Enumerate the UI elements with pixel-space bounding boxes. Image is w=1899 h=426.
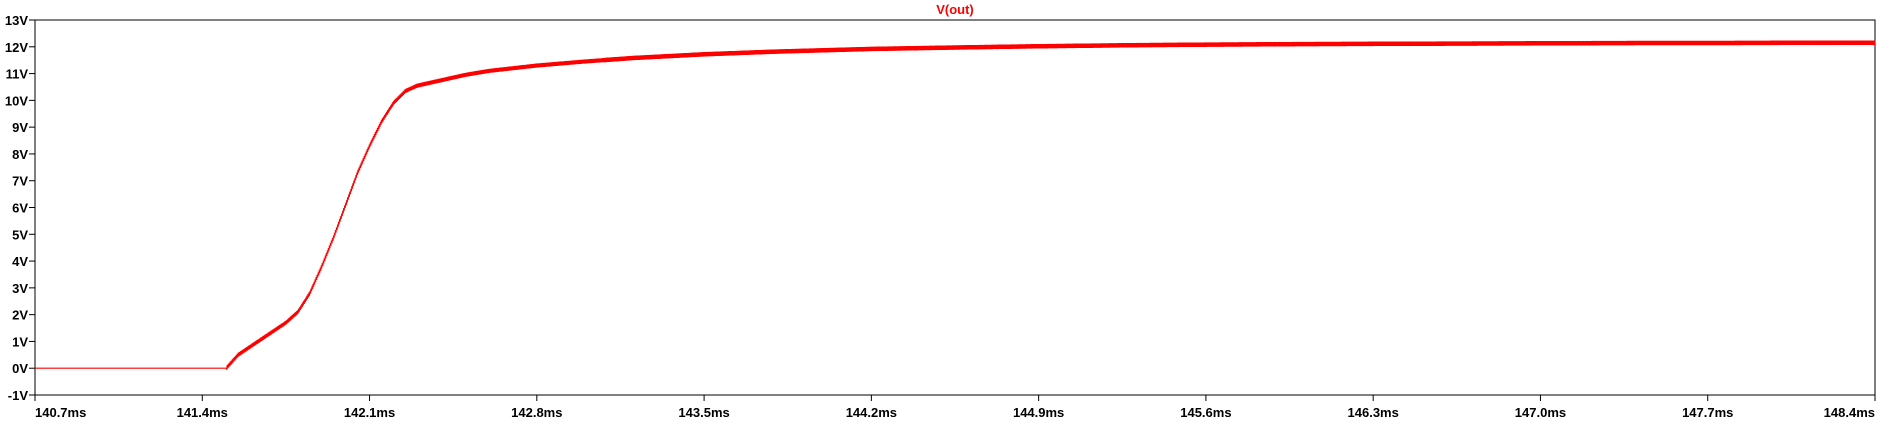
y-axis-ticks: -1V 0V 1V 2V 3V 4V 5V 6V 7V 8V 9V 10V 11V 12V 13V [5,13,35,403]
x-tick-label: 141.4ms [177,405,228,420]
y-tick-label: -1V [8,388,29,403]
y-tick-label: 0V [12,361,28,376]
y-tick-label: 13V [5,13,28,28]
legend-entry-vout[interactable]: V(out) [936,2,974,17]
x-axis-ticks: 140.7ms 141.4ms 142.1ms 142.8ms 143.5ms 144.2… [34,395,1876,420]
x-tick-label: 146.3ms [1348,405,1399,420]
x-tick-label: 144.2ms [846,405,897,420]
y-tick-label: 5V [12,227,28,242]
y-tick-label: 6V [12,201,28,216]
y-tick-label: 4V [12,254,28,269]
x-tick-label: 143.5ms [678,405,729,420]
y-tick-label: 8V [12,147,28,162]
x-tick-label: 140.7ms [35,405,86,420]
x-tick-label: 142.8ms [511,405,562,420]
y-tick-label: 7V [12,174,28,189]
y-tick-label: 1V [12,334,28,349]
x-tick-label: 142.1ms [344,405,395,420]
y-tick-label: 9V [12,120,28,135]
y-tick-label: 11V [6,67,29,82]
x-tick-label: 145.6ms [1180,405,1231,420]
x-tick-label: 148.4ms [1824,405,1875,420]
x-tick-label: 144.9ms [1013,405,1064,420]
y-tick-label: 3V [12,281,28,296]
x-tick-label: 147.7ms [1682,405,1733,420]
x-tick-label: 147.0ms [1515,405,1566,420]
y-tick-label: 2V [12,308,28,323]
y-tick-label: 12V [5,40,28,55]
y-tick-label: 10V [5,93,28,108]
series-line-vout [35,40,1876,370]
plot-frame [34,19,1876,396]
